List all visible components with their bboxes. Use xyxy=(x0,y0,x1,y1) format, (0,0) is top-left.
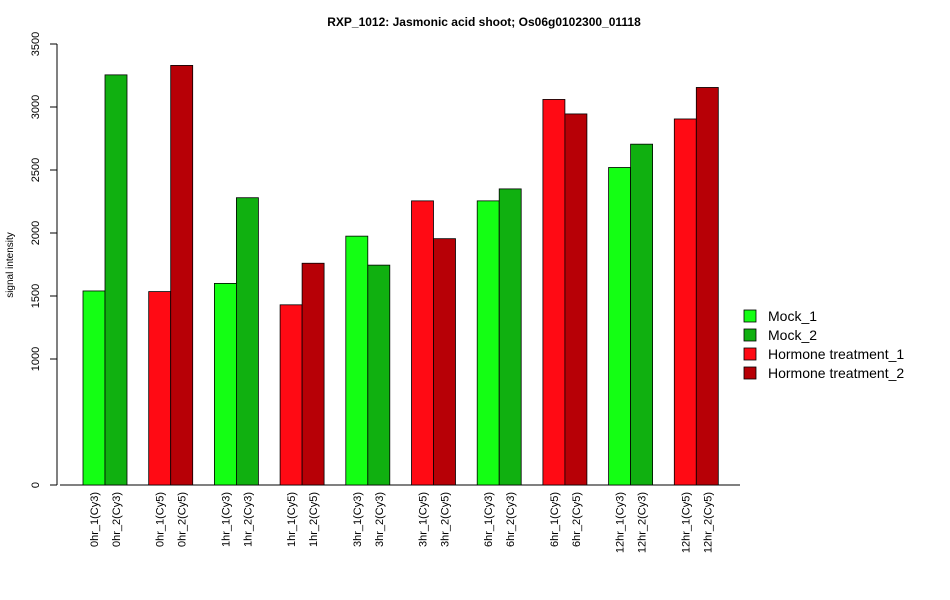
bar xyxy=(345,235,369,486)
y-tick-label: 0 xyxy=(30,482,42,488)
x-tick-label: 12hr_1(Cy5) xyxy=(680,492,692,553)
bar xyxy=(82,290,106,486)
x-tick-label: 0hr_1(Cy5) xyxy=(155,492,167,547)
bar xyxy=(542,99,566,486)
bar xyxy=(301,262,325,486)
y-tick-label: 2500 xyxy=(30,158,42,182)
y-tick-label: 2000 xyxy=(30,221,42,245)
x-tick-labels: 0hr_1(Cy3) 0hr_2(Cy3) 0hr_1(Cy5) 0hr_2(Cy5)… xyxy=(89,492,714,553)
bar xyxy=(170,65,194,486)
legend-swatch xyxy=(743,366,757,380)
x-tick-label: 3hr_2(Cy5) xyxy=(440,492,452,547)
bar xyxy=(411,200,434,486)
x-tick-label: 1hr_2(Cy3) xyxy=(242,492,254,547)
legend: Mock_1 Mock_2 Hormone treatment_1 Hormone t… xyxy=(743,308,904,381)
x-tick-label: 6hr_1(Cy5) xyxy=(549,492,561,547)
y-axis: 0 1000 1500 2000 2500 3000 3500 xyxy=(30,32,58,488)
x-tick-label: 6hr_2(Cy5) xyxy=(571,492,583,547)
y-tick-label: 3000 xyxy=(30,95,42,119)
x-tick-label: 3hr_2(Cy3) xyxy=(374,492,386,547)
bar xyxy=(213,282,237,486)
bar xyxy=(476,200,500,486)
y-axis-label: signal intensity xyxy=(5,232,16,298)
x-tick-label: 0hr_2(Cy3) xyxy=(111,492,123,547)
legend-swatch xyxy=(743,347,757,361)
y-tick-label: 1000 xyxy=(30,347,42,371)
bar xyxy=(630,143,653,486)
x-tick-label: 1hr_1(Cy5) xyxy=(286,492,298,547)
bar xyxy=(279,304,303,486)
x-tick-label: 6hr_2(Cy3) xyxy=(505,492,517,547)
x-tick-label: 0hr_2(Cy5) xyxy=(177,492,189,547)
x-tick-label: 12hr_2(Cy3) xyxy=(637,492,649,553)
x-tick-label: 3hr_1(Cy5) xyxy=(418,492,430,547)
legend-label: Mock_1 xyxy=(768,308,817,324)
legend-label: Hormone treatment_2 xyxy=(768,365,904,381)
legend-label: Mock_2 xyxy=(768,327,817,343)
bar xyxy=(104,74,128,486)
x-tick-label: 1hr_2(Cy5) xyxy=(308,492,320,547)
x-tick-label: 3hr_1(Cy3) xyxy=(352,492,364,547)
legend-label: Hormone treatment_1 xyxy=(768,346,904,362)
legend-swatch xyxy=(743,309,757,323)
bar xyxy=(498,188,522,486)
bar xyxy=(673,118,697,486)
x-tick-label: 0hr_1(Cy3) xyxy=(89,492,101,547)
x-tick-label: 6hr_1(Cy3) xyxy=(483,492,495,547)
x-tick-label: 12hr_1(Cy3) xyxy=(615,492,627,553)
bar xyxy=(235,197,259,486)
x-tick-label: 12hr_2(Cy5) xyxy=(702,492,714,553)
chart-title: RXP_1012: Jasmonic acid shoot; Os06g0102… xyxy=(327,15,641,29)
bar xyxy=(148,291,172,486)
x-tick-label: 1hr_1(Cy3) xyxy=(220,492,232,547)
bar xyxy=(433,238,456,486)
bar xyxy=(695,87,719,486)
y-tick-label: 1500 xyxy=(30,284,42,308)
bar xyxy=(608,167,631,486)
bars xyxy=(82,65,719,486)
bar xyxy=(564,113,588,486)
legend-swatch xyxy=(743,328,757,342)
y-tick-label: 3500 xyxy=(30,32,42,56)
bar xyxy=(367,264,391,486)
